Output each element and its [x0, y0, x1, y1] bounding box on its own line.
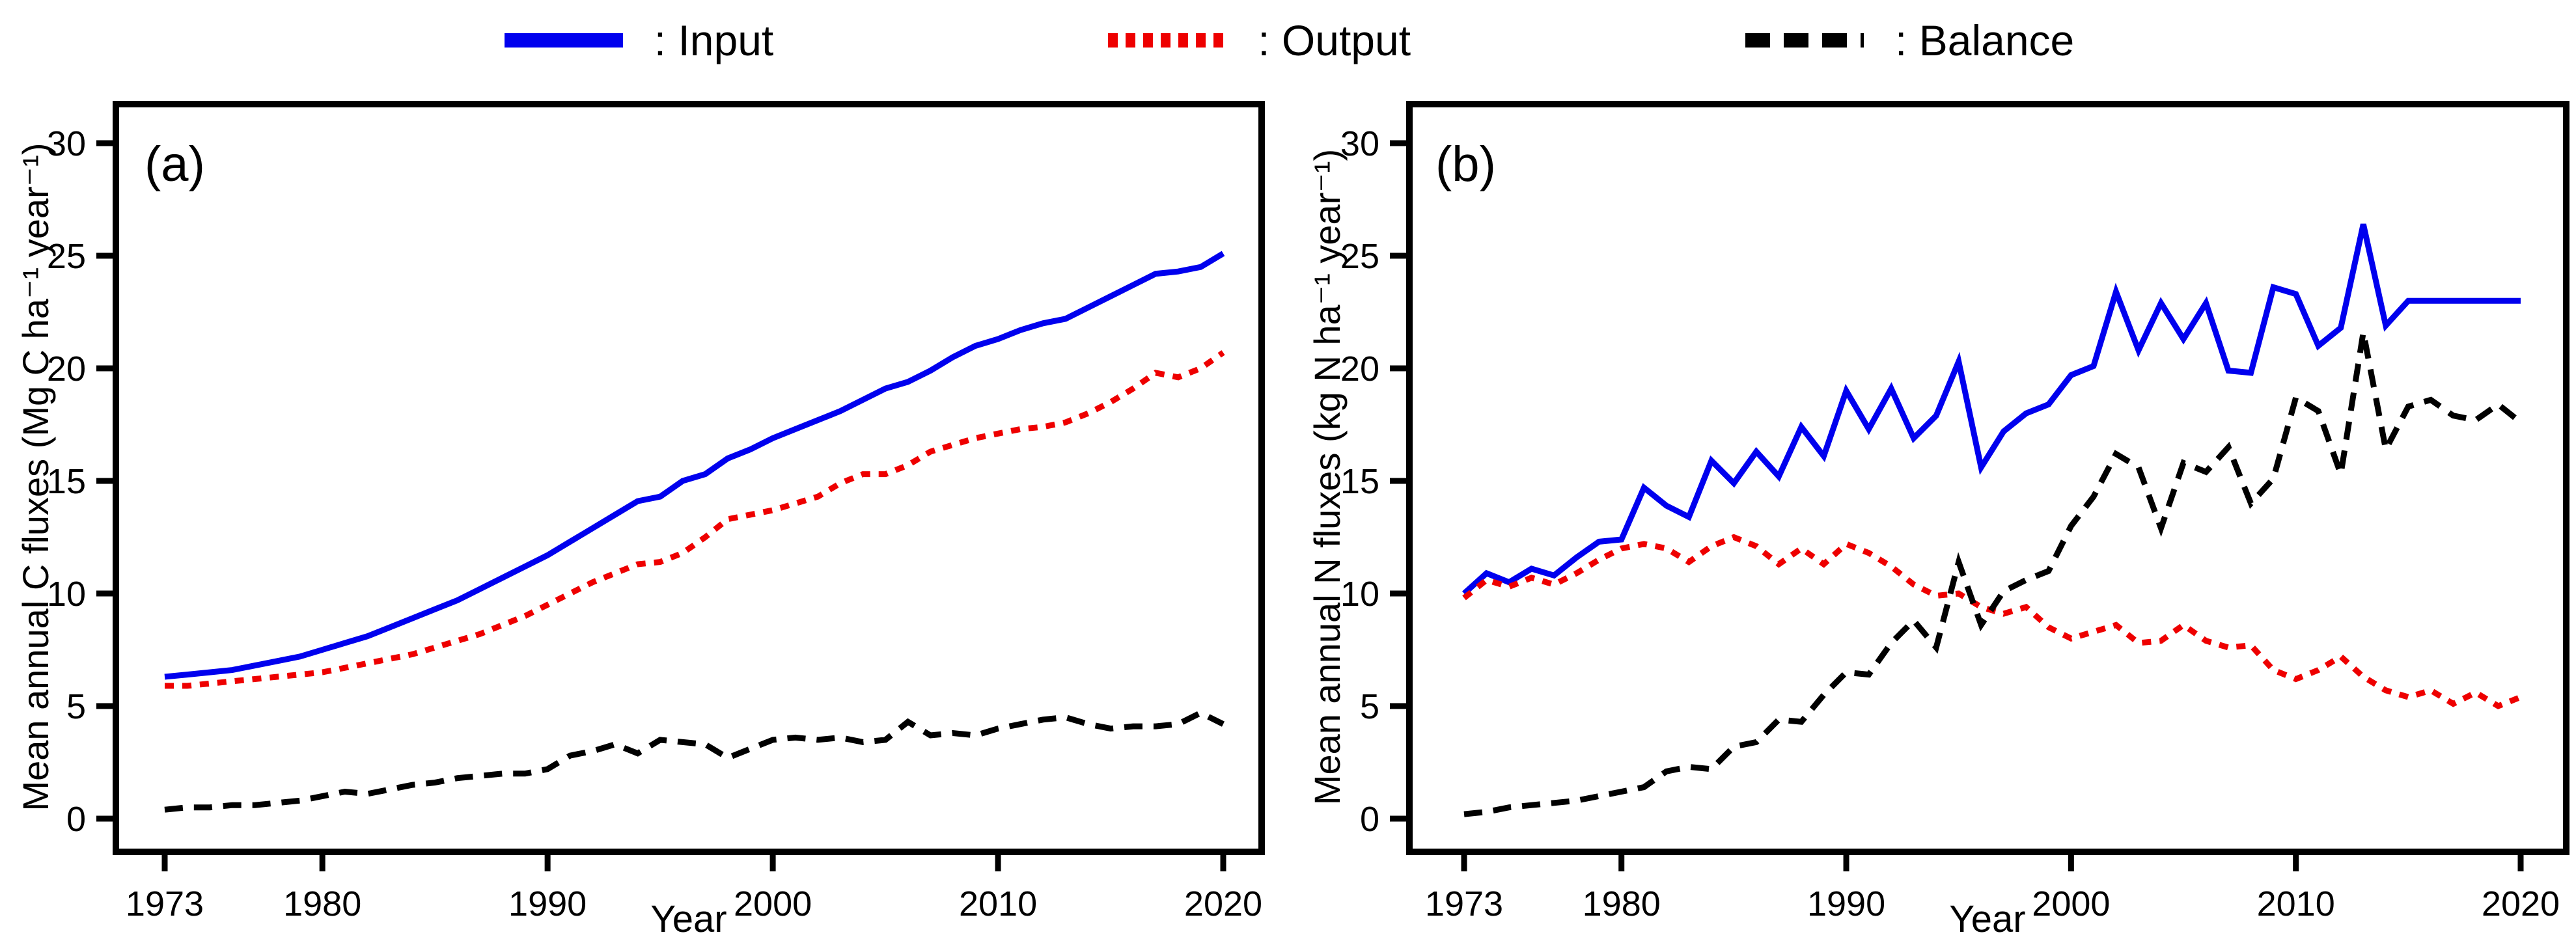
y-axis-tick-label: 0 [66, 800, 86, 839]
y-axis-tick-label: 20 [47, 349, 86, 389]
legend-line-sample-input [504, 33, 623, 48]
panel-b: 0 5 10 15 20 25 30 1973 1980 1990 2000 2010 2020 (b)… [1307, 101, 2569, 940]
y-axis-tick-label: 30 [47, 124, 86, 163]
x-axis-tick-label: 1990 [508, 884, 587, 923]
legend-item-output: : Output [1105, 16, 1411, 65]
panel-a-x-axis-title: Year [650, 898, 727, 940]
x-axis-tick-label: 1990 [1807, 884, 1885, 923]
legend-line-sample-balance [1745, 33, 1864, 48]
x-axis-tick-label: 2010 [2257, 884, 2335, 923]
panel-b-y-axis-title: Mean annual N fluxes (kg N ha⁻¹ year⁻¹) [1307, 149, 1348, 805]
panel-b-label: (b) [1435, 137, 1496, 192]
series-line-input [1461, 223, 2521, 596]
legend: : Input : Output : Balance [0, 8, 2576, 73]
y-axis-tick-label: 5 [1360, 687, 1379, 726]
plot-box [1406, 101, 2569, 855]
y-axis-tick-label: 5 [66, 687, 86, 726]
panel-a-y-axis-title: Mean annual C fluxes (Mg C ha⁻¹ year⁻¹) [15, 143, 56, 811]
y-axis-tick-label: 25 [1340, 237, 1379, 276]
legend-item-balance: : Balance [1743, 16, 2074, 65]
legend-label-output: : Output [1258, 16, 1411, 64]
y-axis-tick-label: 25 [47, 237, 86, 276]
panel-a: 0 5 10 15 20 25 30 1973 1980 1990 2000 2010 2020 (a)… [15, 101, 1265, 940]
x-axis-tick-label: 1980 [1583, 884, 1661, 923]
x-axis-tick-label: 2020 [1184, 884, 1262, 923]
y-axis-tick-label: 0 [1360, 800, 1379, 839]
y-axis-tick-label: 15 [47, 462, 86, 501]
panel-b-series [1461, 223, 2523, 817]
series-line-balance [164, 709, 1225, 813]
x-axis-tick-label: 2020 [2482, 884, 2560, 923]
x-axis-tick-label: 2000 [734, 884, 812, 923]
y-axis-tick-label: 15 [1340, 462, 1379, 501]
panel-a-series [164, 251, 1225, 813]
x-axis-tick-label: 2010 [959, 884, 1037, 923]
series-line-output [1462, 534, 2522, 710]
panel-b-frame [1406, 101, 2569, 855]
y-axis-tick-label: 10 [1340, 575, 1379, 614]
series-line-output [165, 350, 1225, 689]
series-line-balance [1463, 331, 2523, 817]
y-axis-tick-label: 10 [47, 575, 86, 614]
y-axis-tick-label: 30 [1340, 124, 1379, 163]
legend-label-balance: : Balance [1895, 16, 2075, 64]
x-axis-tick-label: 1980 [283, 884, 361, 923]
x-axis-tick-label: 1973 [126, 884, 204, 923]
series-line-input [164, 251, 1225, 680]
panel-a-label: (a) [145, 137, 205, 192]
x-axis-tick-label: 1973 [1425, 884, 1503, 923]
legend-line-sample-output [1108, 33, 1227, 48]
legend-label-input: : Input [654, 16, 774, 64]
legend-item-input: : Input [502, 16, 773, 65]
panel-b-ticks: 0 5 10 15 20 25 30 1973 1980 1990 2000 2010 2020 [1340, 124, 2560, 923]
y-axis-tick-label: 20 [1340, 349, 1379, 389]
panel-b-x-axis-title: Year [1949, 898, 2025, 940]
panel-a-ticks: 0 5 10 15 20 25 30 1973 1980 1990 2000 2010 2020 [47, 124, 1262, 923]
x-axis-tick-label: 2000 [2032, 884, 2110, 923]
